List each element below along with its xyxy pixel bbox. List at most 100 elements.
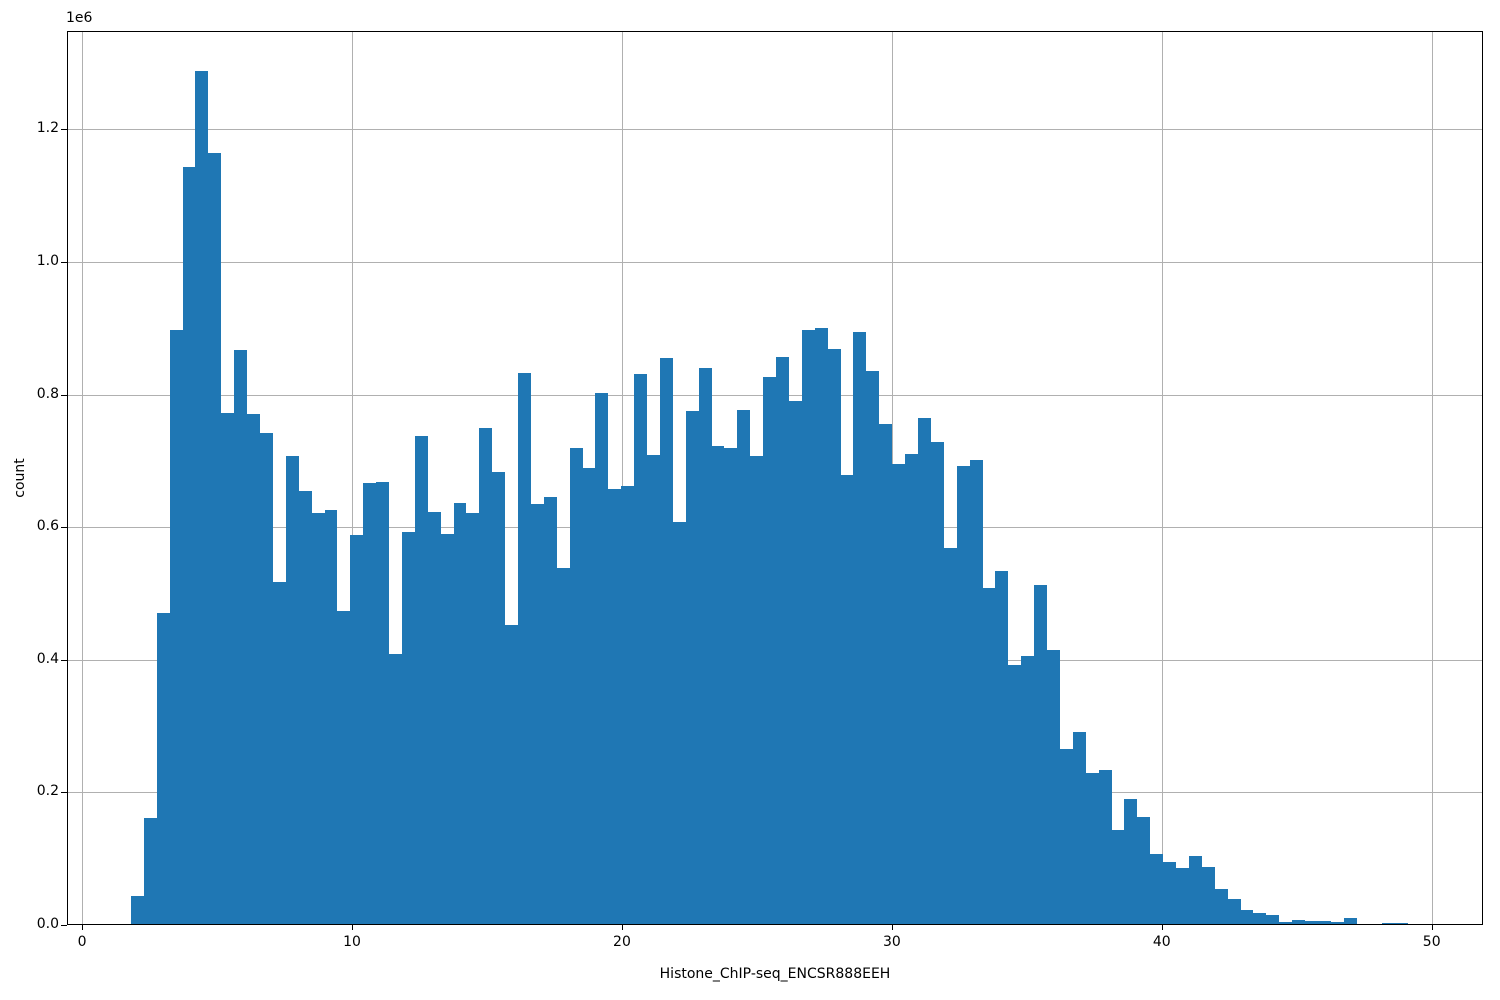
histogram-bar [957, 466, 970, 925]
histogram-bar [621, 486, 634, 925]
histogram-bar [1137, 816, 1150, 925]
histogram-bar [673, 521, 686, 925]
histogram-bar [1331, 922, 1344, 925]
histogram-bar [415, 436, 428, 925]
histogram-bar [789, 401, 802, 925]
y-tick-label: 0.4 [36, 650, 59, 667]
x-tick-label: 40 [1152, 934, 1171, 950]
histogram-bar [1305, 921, 1318, 925]
y-gridline [67, 128, 1483, 130]
y-tick-mark [61, 527, 67, 528]
histogram-bar [183, 167, 195, 925]
histogram-bar [1112, 830, 1124, 925]
histogram-bar [402, 532, 415, 925]
histogram-bar [918, 418, 931, 925]
histogram-bar [337, 611, 350, 925]
histogram-bar [544, 497, 557, 925]
histogram-bar [1318, 921, 1331, 925]
histogram-bar [466, 513, 479, 925]
histogram-bar [1241, 909, 1253, 925]
x-tick-mark [892, 925, 893, 930]
histogram-bar [1099, 769, 1112, 925]
x-tick-mark [352, 925, 353, 930]
histogram-bar [428, 511, 441, 925]
x-tick-label: 20 [613, 934, 631, 950]
histogram-bar [815, 327, 828, 925]
histogram-bar [595, 393, 608, 925]
histogram-bar [970, 460, 983, 925]
histogram-bar [170, 329, 183, 925]
histogram-bar [583, 467, 595, 925]
histogram-bar [208, 152, 221, 925]
histogram-bar [724, 448, 737, 925]
histogram-bar [1215, 888, 1228, 925]
histogram-bar [1034, 584, 1047, 925]
plot-area [67, 31, 1483, 925]
histogram-bar [712, 446, 724, 925]
x-tick-label: 50 [1422, 934, 1441, 950]
y-tick-label: 1.2 [36, 120, 59, 137]
histogram-bar [1189, 856, 1202, 925]
histogram-bar [1008, 665, 1021, 925]
histogram-bar [750, 455, 763, 925]
x-gridline [81, 31, 83, 925]
histogram-bar [479, 428, 492, 925]
histogram-bar [273, 581, 286, 925]
histogram-bar [1228, 899, 1241, 925]
histogram-bar [841, 474, 853, 925]
histogram-bar [905, 454, 918, 925]
histogram-bar [454, 503, 466, 925]
histogram-bar [234, 350, 247, 925]
y-tick-mark [61, 395, 67, 396]
y-axis-label: count [12, 458, 28, 498]
histogram-bar [828, 348, 841, 925]
histogram-bar [247, 414, 260, 925]
x-tick-label: 10 [343, 934, 361, 950]
y-tick-label: 0.0 [36, 916, 59, 932]
histogram-bar [892, 463, 905, 925]
y-tick-mark [61, 129, 67, 130]
x-gridline [1431, 31, 1433, 925]
histogram-bar [131, 896, 144, 925]
histogram-bar [1073, 732, 1086, 925]
y-axis-offset-label: 1e6 [66, 10, 93, 26]
histogram-bar [312, 513, 325, 925]
histogram-bar [518, 373, 531, 925]
histogram-bar [144, 818, 157, 925]
histogram-bar [363, 483, 376, 925]
histogram-bar [1253, 913, 1266, 925]
histogram-bar [1292, 919, 1305, 925]
histogram-bar [557, 568, 570, 925]
histogram-bar [660, 358, 673, 925]
histogram-bar [1395, 923, 1408, 925]
histogram-bar [1344, 917, 1357, 925]
histogram-bar [376, 482, 389, 925]
histogram-bar [441, 534, 454, 925]
histogram-bar [1086, 773, 1099, 925]
x-tick-mark [1432, 925, 1433, 930]
x-tick-mark [622, 925, 623, 930]
y-tick-label: 1.0 [36, 252, 59, 269]
histogram-bar [1124, 799, 1137, 925]
histogram-bar [1060, 748, 1073, 925]
y-tick-label: 0.2 [36, 783, 59, 800]
histogram-bar [944, 548, 957, 925]
histogram-bar [699, 368, 712, 925]
x-axis-label: Histone_ChIP-seq_ENCSR888EEH [659, 966, 891, 982]
x-gridline [621, 31, 623, 925]
x-tick-label: 0 [77, 934, 87, 950]
histogram-bar [983, 588, 995, 925]
histogram-bar [853, 331, 866, 925]
histogram-bar [634, 374, 647, 925]
histogram-bar [866, 370, 879, 925]
histogram-bar [1163, 862, 1176, 925]
histogram-bar [931, 441, 944, 925]
histogram-bar [1266, 915, 1279, 925]
histogram-bar [1176, 867, 1189, 925]
y-tick-mark [61, 792, 67, 793]
histogram-bar [737, 409, 750, 925]
x-tick-label: 30 [882, 934, 901, 950]
histogram-bar [1021, 655, 1034, 925]
histogram-bar [1370, 924, 1382, 925]
